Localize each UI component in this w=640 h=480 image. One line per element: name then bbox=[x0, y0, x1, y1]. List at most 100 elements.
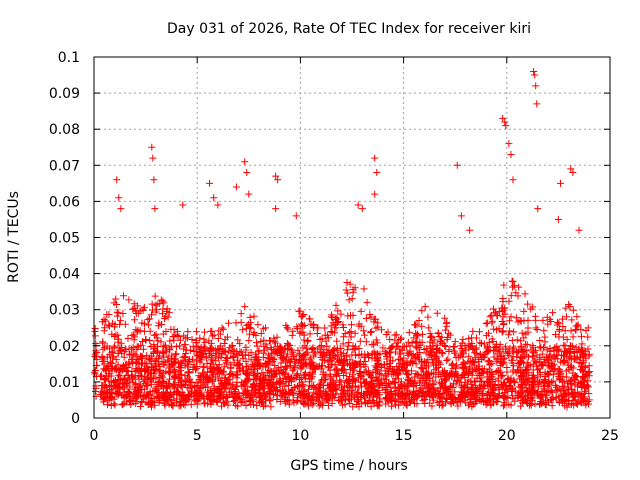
data-point bbox=[182, 397, 190, 405]
data-point bbox=[438, 402, 446, 410]
data-point bbox=[337, 378, 345, 386]
data-point bbox=[113, 308, 121, 316]
data-point bbox=[360, 361, 368, 369]
data-point bbox=[478, 339, 486, 347]
data-point bbox=[496, 383, 504, 391]
data-point bbox=[399, 343, 407, 351]
data-point bbox=[412, 343, 420, 351]
data-point bbox=[480, 353, 488, 361]
data-point bbox=[566, 354, 574, 362]
data-point bbox=[417, 364, 425, 372]
data-point bbox=[254, 372, 262, 380]
data-point bbox=[478, 377, 486, 385]
data-point bbox=[309, 370, 317, 378]
data-point bbox=[376, 397, 384, 405]
data-point bbox=[485, 329, 493, 337]
data-point bbox=[552, 330, 560, 338]
data-point bbox=[465, 344, 473, 352]
data-point bbox=[540, 377, 548, 385]
data-point bbox=[181, 401, 189, 409]
data-point bbox=[533, 325, 541, 333]
data-point bbox=[113, 301, 121, 309]
data-point bbox=[140, 303, 148, 311]
data-point bbox=[258, 395, 266, 403]
data-point bbox=[261, 346, 269, 354]
data-point bbox=[176, 342, 184, 350]
data-point bbox=[444, 329, 452, 337]
data-point bbox=[349, 403, 357, 411]
data-point bbox=[263, 379, 271, 387]
data-point bbox=[92, 347, 100, 355]
data-point bbox=[267, 344, 275, 352]
data-point bbox=[161, 359, 169, 367]
data-point bbox=[569, 169, 577, 177]
data-point bbox=[341, 400, 349, 408]
data-point bbox=[368, 340, 376, 348]
data-point bbox=[418, 307, 426, 315]
data-point bbox=[475, 372, 483, 380]
data-point bbox=[429, 360, 437, 368]
data-point bbox=[499, 384, 507, 392]
data-point bbox=[325, 402, 333, 410]
data-point bbox=[147, 398, 155, 406]
data-point bbox=[485, 378, 493, 386]
data-point bbox=[293, 323, 301, 331]
data-point bbox=[132, 307, 140, 315]
data-point bbox=[237, 382, 245, 390]
data-point bbox=[543, 313, 551, 321]
data-point bbox=[299, 352, 307, 360]
y-tick-label: 0.02 bbox=[49, 339, 80, 355]
data-point bbox=[153, 334, 161, 342]
data-point bbox=[330, 351, 338, 359]
data-point bbox=[544, 361, 552, 369]
data-point bbox=[513, 336, 521, 344]
data-point bbox=[467, 395, 475, 403]
data-point bbox=[381, 360, 389, 368]
data-point bbox=[234, 402, 242, 410]
data-point bbox=[245, 337, 253, 345]
data-point bbox=[520, 349, 528, 357]
chart-title: Day 031 of 2026, Rate Of TEC Index for r… bbox=[167, 21, 531, 37]
x-tick-label: 10 bbox=[291, 428, 309, 444]
data-point bbox=[509, 395, 517, 403]
data-point bbox=[554, 215, 562, 223]
data-point bbox=[159, 297, 167, 305]
data-point bbox=[117, 339, 125, 347]
data-point bbox=[187, 401, 195, 409]
data-point bbox=[100, 376, 108, 384]
data-point bbox=[315, 402, 323, 410]
data-point bbox=[575, 390, 583, 398]
data-point bbox=[181, 353, 189, 361]
data-point bbox=[374, 359, 382, 367]
data-point bbox=[372, 324, 380, 332]
data-point bbox=[459, 364, 467, 372]
data-point bbox=[508, 283, 516, 291]
data-point bbox=[413, 370, 421, 378]
data-point bbox=[168, 360, 176, 368]
data-point bbox=[391, 391, 399, 399]
data-point bbox=[439, 339, 447, 347]
data-point bbox=[244, 386, 252, 394]
data-point bbox=[573, 313, 581, 321]
data-point bbox=[483, 391, 491, 399]
data-point bbox=[411, 321, 419, 329]
data-point bbox=[227, 370, 235, 378]
data-point bbox=[527, 305, 535, 313]
data-point bbox=[320, 345, 328, 353]
data-point bbox=[208, 344, 216, 352]
data-point bbox=[314, 390, 322, 398]
data-point bbox=[259, 385, 267, 393]
data-point bbox=[133, 343, 141, 351]
data-point bbox=[101, 395, 109, 403]
data-point bbox=[422, 349, 430, 357]
data-point bbox=[400, 364, 408, 372]
data-point bbox=[235, 360, 243, 368]
data-point bbox=[183, 384, 191, 392]
data-point bbox=[404, 338, 412, 346]
data-point bbox=[391, 331, 399, 339]
data-point bbox=[218, 382, 226, 390]
data-point bbox=[518, 354, 526, 362]
data-point bbox=[281, 357, 289, 365]
data-point bbox=[585, 369, 593, 377]
data-point bbox=[475, 365, 483, 373]
